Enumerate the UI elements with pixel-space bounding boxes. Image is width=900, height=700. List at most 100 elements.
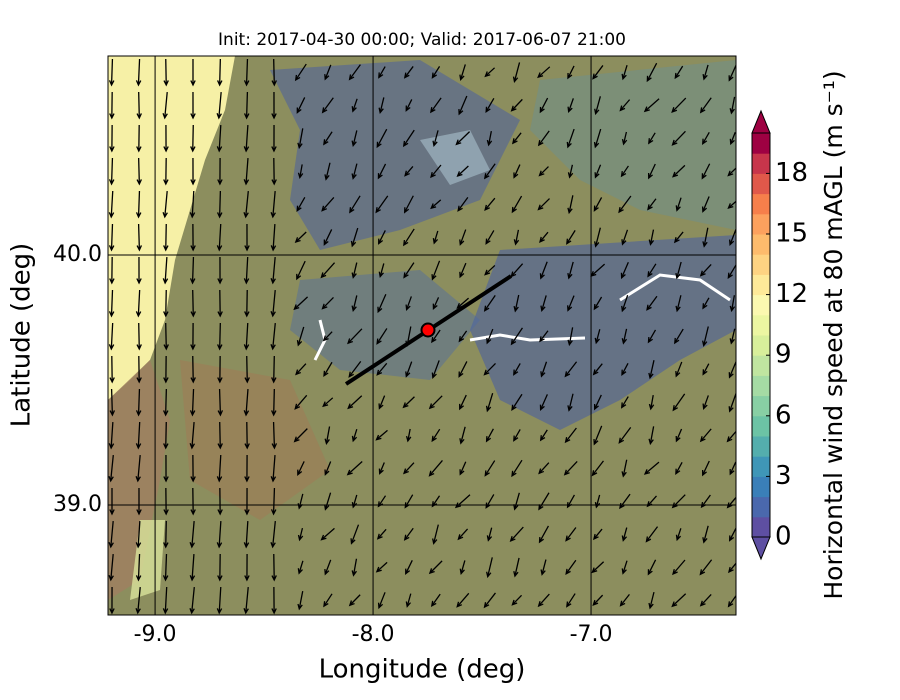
wind-arrow [376, 528, 387, 540]
wind-arrow [459, 426, 466, 445]
wind-arrow [729, 96, 736, 115]
wind-arrow [729, 527, 736, 542]
wind-arrow [699, 264, 712, 277]
wind-arrow [136, 223, 143, 252]
wind-arrow [484, 264, 496, 276]
wind-arrow [643, 98, 660, 113]
wind-arrow [564, 427, 577, 444]
wind-arrow [621, 527, 628, 542]
wind-arrow [430, 97, 442, 114]
wind-arrow [510, 263, 524, 278]
wind-arrow [378, 263, 385, 279]
wind-arrow [244, 421, 250, 450]
wind-arrow [217, 553, 223, 582]
chart-title: Init: 2017-04-30 00:00; Valid: 2017-06-0… [218, 30, 626, 50]
wind-arrow [375, 561, 388, 573]
wind-arrow [217, 256, 223, 285]
wind-arrow [136, 355, 142, 384]
wind-arrow [675, 428, 683, 443]
wind-arrow [348, 64, 361, 81]
wind-arrow [109, 487, 115, 516]
colorbar-segment [752, 335, 770, 356]
wind-arrow [727, 263, 736, 279]
wind-arrow [430, 164, 442, 179]
wind-arrow [457, 196, 469, 212]
wind-arrow [244, 454, 250, 483]
wind-arrow [244, 553, 250, 582]
wind-arrow [378, 462, 385, 475]
wind-arrow [347, 328, 363, 345]
wind-arrow [135, 454, 141, 483]
wind-arrow [378, 230, 386, 245]
wind-arrow [459, 229, 467, 246]
colorbar-segment [752, 415, 770, 437]
wind-arrow [729, 295, 736, 313]
wind-arrow [593, 394, 602, 411]
wind-arrow [566, 230, 576, 245]
wind-arrow [324, 426, 331, 445]
colorbar-tick-label: 18 [775, 158, 808, 188]
wind-arrow [567, 164, 574, 179]
wind-arrow [351, 429, 358, 443]
wind-arrow [675, 528, 682, 542]
wind-arrow [567, 98, 574, 114]
wind-arrow [405, 99, 413, 112]
wind-arrow [431, 329, 441, 344]
wind-arrow [484, 67, 496, 78]
wind-arrow [270, 322, 276, 351]
wind-arrow [109, 355, 115, 384]
y-tick-label: 40.0 [53, 242, 102, 267]
wind-arrow [135, 388, 142, 417]
colorbar-segment [752, 516, 770, 538]
wind-arrow [618, 426, 632, 444]
wind-arrow [135, 520, 142, 549]
wind-arrow [486, 527, 493, 542]
wind-arrow [565, 527, 577, 542]
colorbar-tick-label: 15 [775, 219, 808, 249]
wind-arrow [648, 229, 655, 246]
wind-arrow [190, 223, 196, 252]
wind-arrow [294, 63, 307, 82]
wind-arrow [702, 227, 709, 248]
wind-arrow [621, 131, 628, 146]
wind-arrow [403, 228, 415, 247]
wind-arrow [403, 195, 414, 214]
wind-arrow [217, 355, 223, 384]
wind-arrow [323, 131, 333, 146]
wind-arrow [375, 429, 388, 441]
wind-arrow [190, 289, 196, 318]
wind-patch [420, 130, 490, 185]
wind-arrow [702, 64, 709, 81]
wind-arrow [243, 191, 249, 219]
wind-arrow [646, 62, 658, 83]
wind-arrow [271, 124, 277, 153]
wind-arrow [485, 230, 495, 245]
wind-arrow [163, 124, 169, 153]
wind-arrow [322, 397, 334, 408]
wind-arrow [459, 560, 466, 576]
plot-frame [107, 55, 737, 616]
wind-arrow [375, 195, 389, 214]
wind-arrow [537, 593, 550, 608]
wind-arrow [594, 329, 601, 345]
wind-arrow [293, 296, 309, 311]
wind-arrow [217, 487, 223, 516]
wind-arrow [458, 361, 468, 378]
wind-arrow [403, 66, 414, 79]
wind-arrow [296, 326, 305, 347]
wind-arrow [565, 559, 577, 575]
wind-arrow [376, 362, 388, 376]
wind-arrow [567, 295, 575, 312]
colorbar-segment [752, 213, 770, 235]
wind-arrow [402, 396, 415, 409]
wind-arrow [348, 594, 361, 607]
x-tick-label: -9.0 [134, 622, 177, 647]
wind-arrow [324, 461, 332, 476]
wind-arrow [432, 297, 440, 311]
wind-arrow [377, 163, 387, 180]
wind-arrow [297, 164, 304, 180]
wind-arrow [347, 395, 363, 410]
wind-arrow [430, 199, 442, 210]
wind-arrow [457, 528, 469, 541]
wind-arrow [592, 65, 604, 80]
